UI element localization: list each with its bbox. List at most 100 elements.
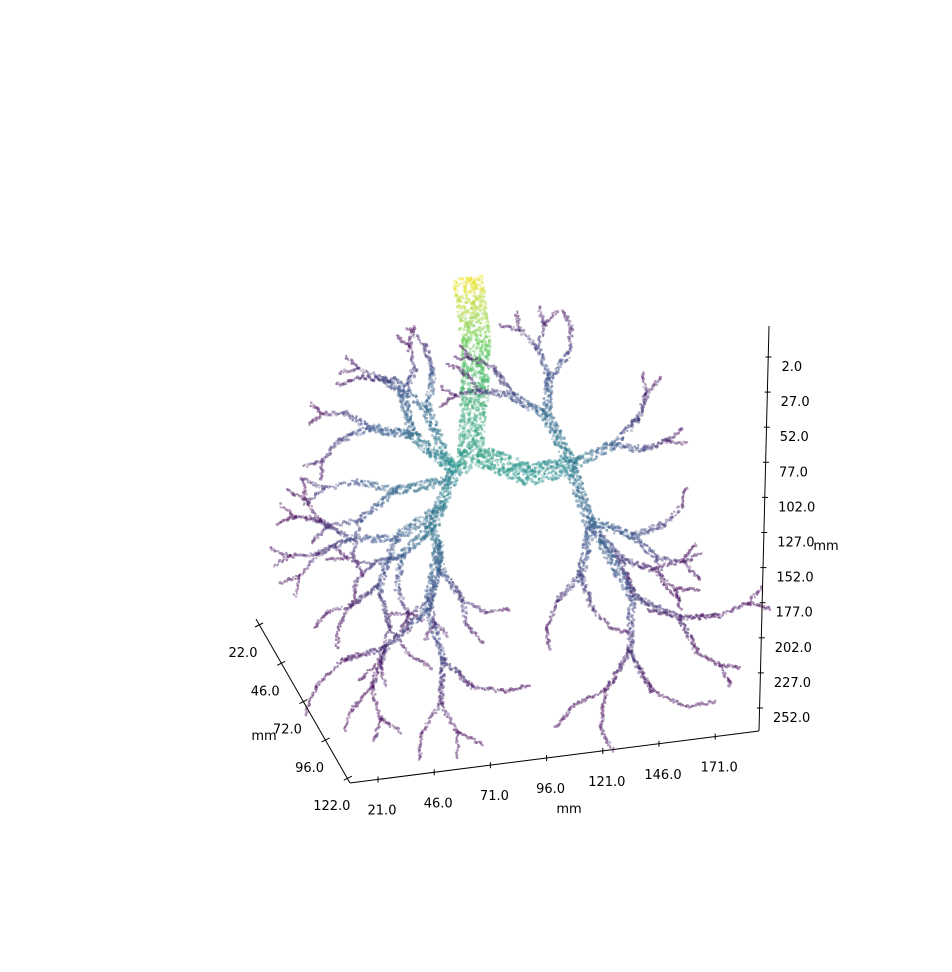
airway-point: [414, 528, 418, 531]
airway-point: [464, 333, 467, 337]
airway-point: [433, 507, 436, 510]
airway-point: [439, 691, 443, 695]
airway-point: [460, 306, 464, 309]
airway-point: [462, 329, 465, 332]
airway-point: [374, 375, 377, 379]
airway-point: [462, 344, 465, 348]
airway-point: [464, 286, 468, 290]
airway-point: [473, 392, 477, 396]
airway-point: [486, 327, 490, 331]
airway-point: [419, 480, 423, 484]
airway-point: [352, 579, 357, 584]
airway-point: [475, 285, 478, 288]
airway-point: [482, 311, 487, 315]
airway-point: [477, 370, 480, 373]
airway-point: [461, 316, 464, 319]
airway-point: [475, 334, 479, 339]
airway-point: [461, 376, 464, 379]
airway-point: [431, 543, 435, 547]
airway-point: [403, 606, 407, 611]
airway-point: [438, 672, 442, 675]
airway-point: [464, 276, 468, 280]
airway-point: [399, 624, 404, 629]
airway-point: [435, 449, 439, 453]
airway-point: [399, 630, 403, 633]
airway-point: [468, 325, 471, 328]
airway-point: [444, 450, 448, 455]
airway-point: [466, 369, 470, 374]
airway-point: [475, 316, 478, 319]
airway-point: [332, 607, 336, 611]
airway-point: [468, 347, 472, 351]
airway-point: [460, 352, 465, 356]
airway-point: [457, 295, 461, 299]
airway-point: [472, 354, 475, 357]
airway-point: [467, 337, 471, 341]
airway-point: [483, 348, 487, 351]
airway-point: [477, 395, 481, 399]
airway-point: [481, 353, 484, 356]
airway-point: [471, 293, 476, 297]
airway-point: [464, 369, 469, 374]
airway-point: [343, 608, 346, 611]
airway-point: [459, 404, 463, 408]
airway-point: [487, 447, 491, 450]
airway-point: [473, 351, 476, 354]
airway-point: [454, 289, 457, 293]
airway-point: [366, 668, 369, 672]
airway-point: [358, 576, 362, 579]
airway-point: [474, 307, 478, 311]
airway-point: [384, 574, 388, 578]
airway-point: [477, 337, 481, 342]
airway-point: [479, 375, 482, 378]
airway-point: [304, 515, 308, 519]
airway-point: [278, 551, 281, 555]
airway-point: [460, 313, 464, 316]
airway-point: [482, 337, 486, 341]
airway-point: [476, 329, 479, 332]
airway-point: [402, 428, 406, 432]
airway-point: [484, 312, 489, 317]
airway-point: [473, 332, 477, 336]
airway-point: [458, 304, 463, 309]
airway-point: [431, 598, 435, 602]
airway-point: [469, 388, 473, 393]
airway-point: [383, 637, 386, 640]
airway-point: [344, 356, 348, 360]
airway-point: [417, 758, 421, 762]
airway-point: [483, 379, 487, 384]
airway-point: [458, 316, 462, 320]
airway-point: [369, 682, 373, 685]
airway-point: [334, 382, 338, 386]
airway-point: [282, 506, 285, 509]
airway-point: [517, 472, 520, 476]
airway-point: [316, 536, 320, 540]
airway-point: [486, 380, 490, 383]
airway-point: [384, 655, 387, 658]
airway-point: [485, 323, 490, 328]
airway-point: [455, 756, 459, 760]
airway-point: [481, 383, 485, 387]
airway-point: [459, 386, 464, 391]
airway-point: [447, 479, 450, 483]
airway-point: [336, 646, 340, 650]
airway-point: [460, 609, 465, 613]
airway-point: [470, 460, 474, 463]
airway-point: [463, 436, 467, 440]
airway-point: [468, 326, 472, 330]
airway-point: [462, 369, 466, 374]
airway-point: [479, 413, 483, 417]
airway-point: [428, 514, 431, 517]
airway-point: [477, 371, 482, 376]
airway-point: [485, 311, 488, 315]
airway-point: [481, 442, 485, 447]
airway-point: [559, 473, 563, 477]
airway-point: [387, 647, 391, 651]
airway-point: [463, 293, 466, 296]
airway-point: [475, 311, 478, 314]
airway-point: [455, 479, 459, 483]
airway-point: [488, 353, 491, 356]
airway-point: [471, 285, 475, 289]
airway-point: [371, 674, 376, 678]
airway-point: [466, 465, 470, 469]
